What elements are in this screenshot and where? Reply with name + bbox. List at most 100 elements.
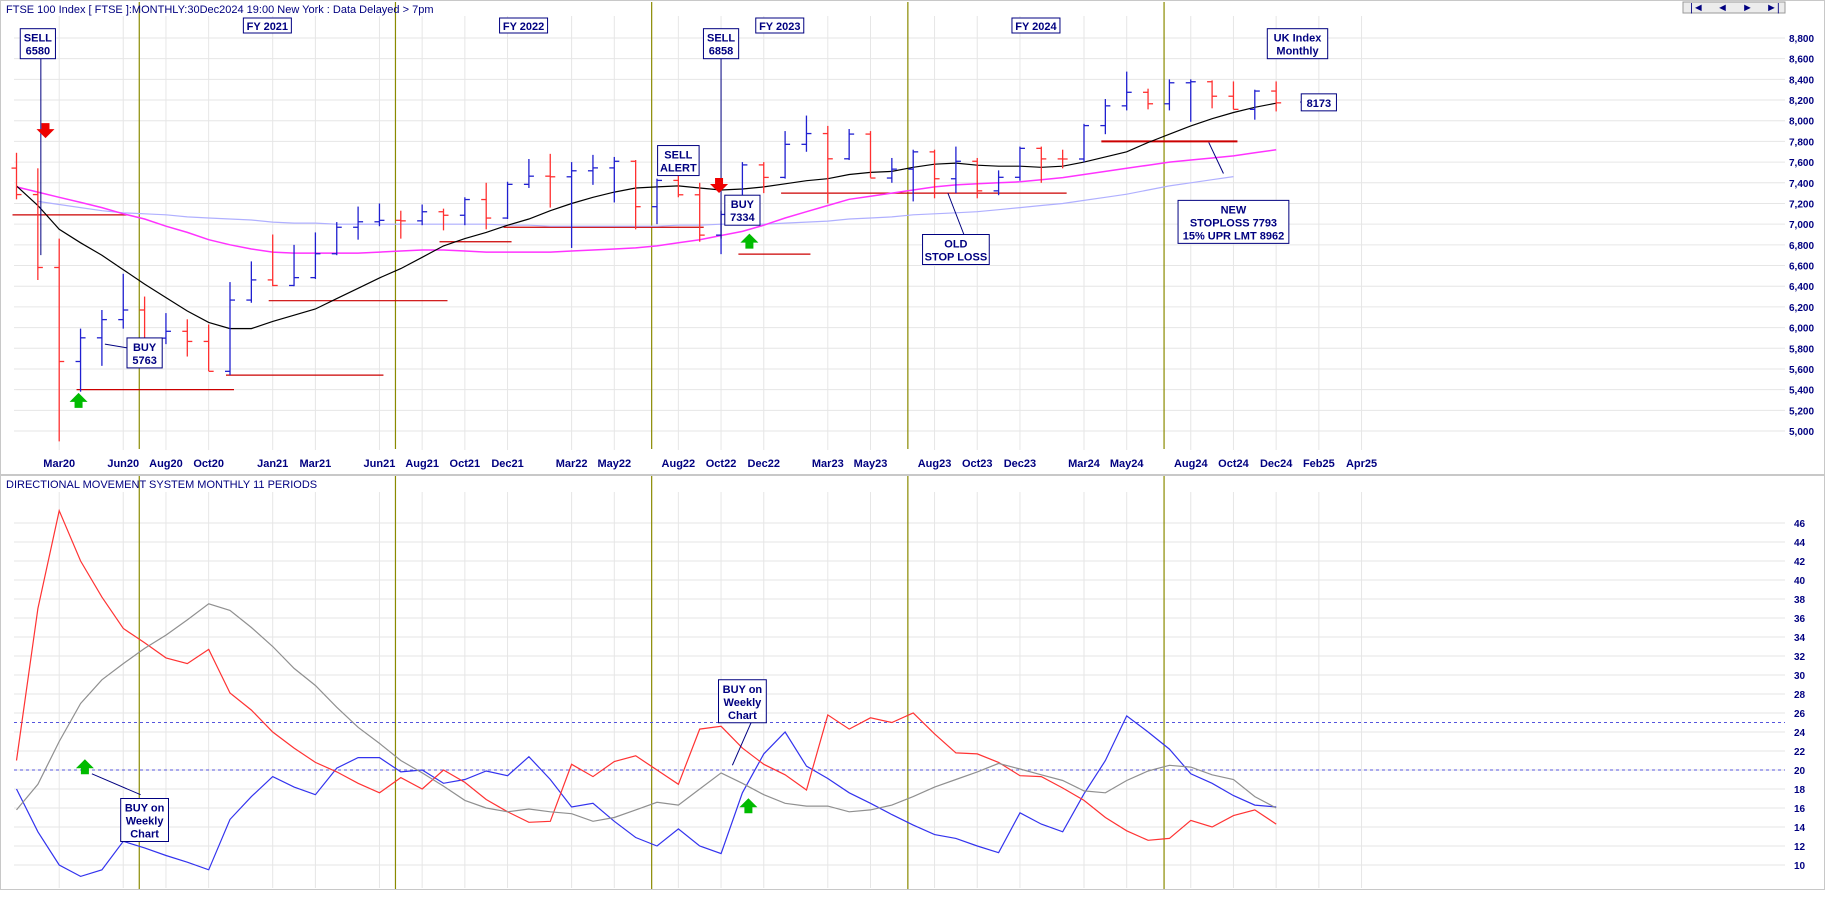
ohlc-bar (545, 153, 556, 208)
sell-arrow-icon (36, 123, 55, 139)
x-tick-label: Aug21 (405, 458, 439, 470)
buy-arrow-icon (740, 233, 759, 249)
price-tick-label: 5,200 (1789, 406, 1814, 417)
ohlc-bar (822, 125, 833, 204)
dmi-tick-label: 14 (1794, 823, 1806, 834)
annotation-text: Chart (130, 829, 159, 841)
x-axis: Mar20 Jun20 Aug20 Oct20 Jan21 Mar21 Jun21 Aug21… (43, 458, 1377, 470)
x-tick-label: Mar24 (1068, 458, 1101, 470)
price-tick-label: 6,000 (1789, 324, 1814, 335)
nav-next-button[interactable]: ► (1742, 2, 1753, 14)
ohlc-bar (1249, 89, 1260, 120)
annotation-text: UK Index (1274, 33, 1323, 45)
annotation-box (657, 145, 700, 177)
ohlc-bar (929, 149, 940, 199)
x-tick-label: Oct20 (193, 458, 224, 470)
dmi-tick-label: 22 (1794, 747, 1806, 758)
annotation-box (1300, 93, 1337, 112)
x-tick-label: Dec21 (491, 458, 523, 470)
ohlc-bar (11, 152, 22, 200)
fy-label: FY 2023 (759, 21, 800, 33)
price-tick-label: 8,400 (1789, 75, 1814, 86)
annotation-box (724, 194, 761, 226)
ohlc-bar (417, 204, 428, 226)
plus-di-line (15, 714, 1277, 878)
buy-arrow-icon (739, 798, 758, 814)
ohlc-bar (844, 129, 855, 161)
ohlc-bar (1036, 146, 1047, 183)
fy-label: FY 2022 (503, 21, 544, 33)
ohlc-bar (523, 159, 534, 188)
annotation-text: BUY (133, 342, 157, 354)
nav-controls: |◄ ◄ ► ►| (1682, 1, 1786, 14)
price-bars (11, 71, 1282, 442)
x-tick-label: May23 (854, 458, 888, 470)
nav-last-button[interactable]: ►| (1766, 2, 1780, 14)
price-tick-label: 8,600 (1789, 55, 1814, 66)
upper-grid (14, 16, 1785, 450)
price-tick-label: 5,600 (1789, 365, 1814, 376)
nav-prev-button[interactable]: ◄ (1717, 2, 1728, 14)
annotation-text: SELL (24, 33, 52, 45)
annotation-text: SELL (664, 150, 692, 162)
sell-arrow-icon (710, 177, 729, 193)
annotation-text: BUY (731, 199, 755, 211)
x-tick-label: Aug22 (662, 458, 696, 470)
fy-label-box (242, 17, 292, 34)
ohlc-bar (694, 182, 705, 242)
ohlc-bar (1271, 81, 1282, 112)
x-tick-label: Oct24 (1218, 458, 1249, 470)
ohlc-bar (310, 232, 321, 279)
ohlc-bar (758, 162, 769, 194)
dmi-tick-label: 38 (1794, 595, 1806, 606)
price-tick-label: 5,800 (1789, 344, 1814, 355)
annotation-leader (947, 192, 965, 235)
dmi-tick-label: 18 (1794, 785, 1806, 796)
dmi-tick-label: 24 (1794, 728, 1806, 739)
dmi-tick-label: 46 (1794, 519, 1806, 530)
ohlc-bar (1185, 79, 1196, 122)
ohlc-bar (353, 206, 364, 240)
signal-arrows (36, 123, 759, 814)
adx-line (16, 603, 1277, 822)
indicator-title: DIRECTIONAL MOVEMENT SYSTEM MONTHLY 11 P… (6, 479, 317, 491)
annotation-text: Chart (728, 710, 757, 722)
x-tick-label: Jun21 (364, 458, 396, 470)
ohlc-bar (1057, 149, 1068, 169)
ohlc-bar (502, 181, 513, 219)
annotation-text: OLD (944, 239, 967, 251)
annotation-box (1177, 199, 1290, 244)
ohlc-bar (587, 154, 598, 185)
annotation-text: 7334 (730, 212, 755, 224)
price-tick-label: 7,800 (1789, 137, 1814, 148)
dmi-tick-label: 40 (1794, 576, 1806, 587)
x-tick-label: Jun20 (107, 458, 139, 470)
dmi-tick-label: 16 (1794, 804, 1806, 815)
annotation-text: SELL (707, 33, 735, 45)
x-tick-label: Mar21 (300, 458, 332, 470)
ohlc-bar (459, 197, 470, 226)
ohlc-bar (289, 244, 300, 287)
ma-mid-line (16, 148, 1277, 254)
ohlc-bar (652, 178, 662, 225)
nav-first-button[interactable]: |◄ (1690, 2, 1704, 14)
ohlc-bar (54, 238, 65, 442)
dmi-tick-label: 34 (1794, 633, 1806, 644)
ohlc-bar (609, 156, 620, 203)
fy-label: FY 2024 (1015, 21, 1057, 33)
buy-arrow-icon (75, 759, 94, 775)
annotation-text: Monthly (1276, 46, 1319, 58)
dmi-tick-label: 32 (1794, 652, 1806, 663)
chart-title: FTSE 100 Index [ FTSE ]:MONTHLY:30Dec202… (6, 4, 433, 16)
ohlc-bar (331, 222, 342, 256)
x-tick-label: Mar20 (43, 458, 75, 470)
annotation-text: 15% UPR LMT 8962 (1183, 230, 1284, 242)
annotation-box (1266, 28, 1329, 60)
ohlc-bar (374, 203, 385, 227)
annotation-text: NEW (1221, 204, 1247, 216)
dmi-tick-label: 30 (1794, 671, 1806, 682)
annotation-box (702, 28, 740, 60)
stop-loss-lines (12, 140, 1238, 391)
price-axis: 5,000 5,200 5,400 5,600 5,800 6,000 6,200 6,400… (1789, 34, 1814, 438)
